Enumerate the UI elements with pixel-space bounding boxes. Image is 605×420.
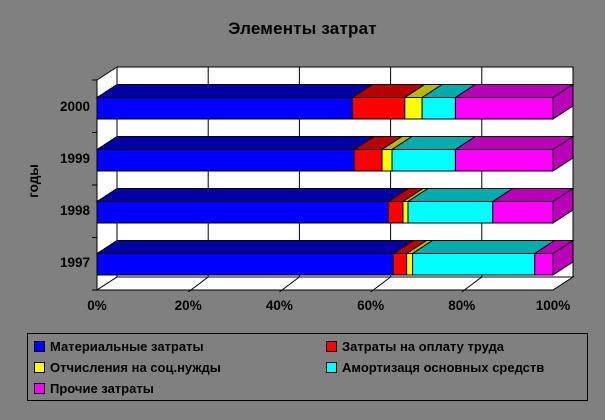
legend-swatch: [34, 361, 45, 373]
bar-segment: [406, 253, 414, 276]
category-label: 2000: [60, 99, 90, 114]
bar-segment-top: [95, 84, 375, 98]
bar-segment-top: [95, 240, 416, 254]
x-axis-label: 60%: [357, 298, 384, 313]
legend-item: Прочие затраты: [34, 378, 326, 399]
legend: Материальные затраты Затраты на оплату тр…: [27, 333, 588, 401]
legend-label: Материальные затраты: [50, 338, 204, 354]
bar-segment: [492, 201, 554, 224]
bar-segment: [387, 201, 404, 224]
legend-item: Амортизаця основных средств: [326, 357, 587, 378]
bar-segment-side: [552, 135, 574, 172]
floor: [95, 276, 575, 291]
legend-swatch: [326, 361, 337, 373]
bar-segment-side: [552, 83, 574, 120]
legend-item: Затраты на оплату труда: [326, 336, 587, 357]
bar-segment: [402, 201, 409, 224]
bar-segment: [96, 253, 394, 276]
x-axis-tick: [279, 276, 300, 293]
legend-item: Материальные затраты: [34, 336, 326, 357]
bar-segment: [353, 149, 383, 172]
bar-segment: [454, 97, 554, 120]
x-axis-label: 100%: [536, 298, 571, 313]
x-axis-label: 20%: [175, 298, 202, 313]
x-axis-label: 80%: [448, 298, 475, 313]
x-axis-tick: [370, 276, 391, 293]
bar-segment: [412, 253, 536, 276]
y-axis-title: годы: [26, 164, 41, 198]
bar-segment: [351, 97, 406, 120]
chart-title: Элементы затрат: [228, 19, 377, 38]
x-axis-tick: [187, 276, 209, 293]
bar-segment: [381, 149, 393, 172]
x-axis-label: 40%: [266, 298, 293, 313]
category-label: 1997: [60, 255, 90, 270]
bar-segment: [534, 253, 554, 276]
category-label: 1999: [60, 151, 90, 166]
bar-segment: [407, 201, 494, 224]
bar-segment: [454, 149, 554, 172]
legend-swatch: [34, 382, 45, 394]
bar-segment: [96, 149, 355, 172]
bar-segment: [392, 253, 408, 276]
x-axis-tick: [461, 276, 483, 293]
bar-segment: [96, 201, 389, 224]
bar-segment: [391, 149, 456, 172]
category-label: 1998: [60, 203, 91, 218]
legend-label: Амортизаця основных средств: [342, 359, 545, 375]
x-axis-label: 0%: [87, 298, 107, 313]
legend-item: Отчисления на соц.нужды: [34, 357, 326, 378]
legend-swatch: [326, 340, 337, 352]
bar-segment-side: [552, 239, 574, 276]
bar-segment-top: [95, 136, 376, 150]
bar-segment-top: [95, 188, 411, 202]
bar-segment-top: [410, 240, 557, 254]
bar-segment: [96, 97, 353, 120]
bar-segment-side: [552, 187, 574, 224]
legend-label: Отчисления на соц.нужды: [50, 359, 221, 375]
bar-segment: [404, 97, 423, 120]
legend-label: Прочие затраты: [50, 380, 154, 396]
legend-label: Затраты на оплату труда: [342, 338, 505, 354]
legend-swatch: [34, 340, 45, 352]
bar-segment: [421, 97, 456, 120]
